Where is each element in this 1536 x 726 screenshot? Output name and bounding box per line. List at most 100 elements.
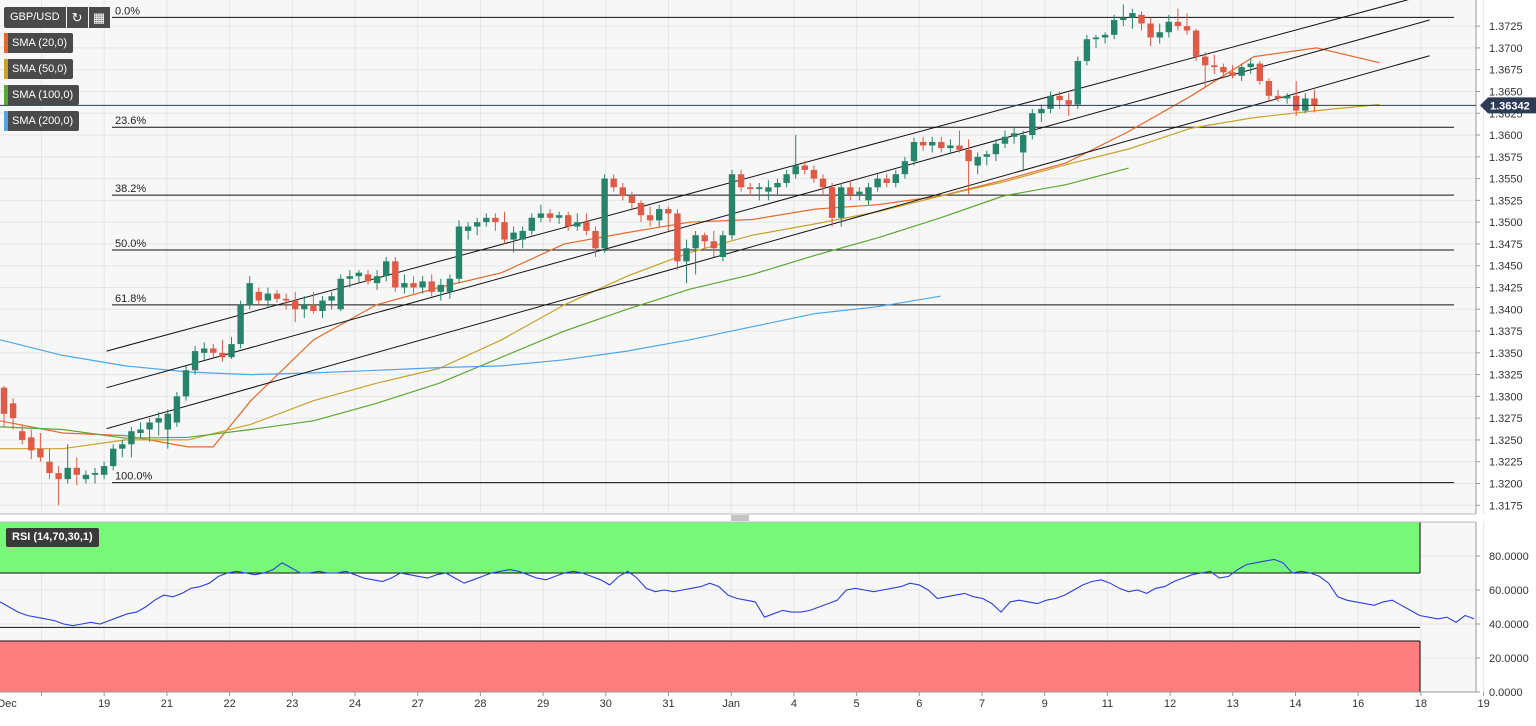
candle-bullish	[483, 217, 490, 223]
candle-bullish	[1083, 39, 1091, 61]
fib-label: 50.0%	[115, 238, 146, 250]
x-tick-label: 23	[286, 698, 298, 710]
rsi-tick-label: 80.0000	[1489, 551, 1529, 563]
candle-bearish	[1229, 72, 1236, 76]
y-tick-label: 1.3500	[1489, 217, 1523, 229]
candle-bearish	[492, 217, 499, 223]
indicator-sma-20[interactable]: SMA (20,0)	[4, 33, 74, 53]
x-tick-label: 29	[537, 698, 549, 710]
x-tick-label: 4	[791, 698, 797, 710]
candle-bullish	[464, 226, 472, 231]
candle-bullish	[792, 165, 799, 175]
candle-bullish	[173, 396, 181, 423]
candle-bullish	[1156, 32, 1163, 38]
candle-bearish	[273, 293, 281, 299]
refresh-icon[interactable]: ↻	[66, 7, 88, 28]
candle-bullish	[155, 418, 162, 423]
candle-bullish	[1074, 60, 1081, 105]
candle-bullish	[574, 222, 581, 227]
rsi-series-line	[0, 558, 1475, 627]
candle-bearish	[1211, 65, 1218, 68]
y-tick-label: 1.3725	[1489, 21, 1523, 33]
candle-bearish	[1065, 100, 1072, 105]
x-tick-label: 27	[412, 698, 424, 710]
channel-line	[106, 55, 1430, 430]
calendar-icon[interactable]: ▦	[88, 7, 110, 28]
candle-bullish	[992, 143, 1000, 155]
candle-bearish	[965, 149, 972, 162]
candle-bearish	[310, 304, 317, 312]
fib-label: 100.0%	[115, 471, 153, 483]
x-tick-label: 19	[98, 698, 110, 710]
x-tick-label: Dec	[0, 698, 17, 710]
y-tick-label: 1.3350	[1489, 348, 1523, 360]
candle-bearish	[1174, 21, 1182, 27]
indicator-sma-200[interactable]: SMA (200,0)	[4, 111, 80, 131]
indicator-sma-100[interactable]: SMA (100,0)	[4, 85, 80, 105]
x-tick-label: 19	[1477, 698, 1489, 710]
y-tick-label: 1.3425	[1489, 282, 1523, 294]
candle-bullish	[91, 473, 99, 475]
candle-bearish	[701, 235, 708, 242]
x-tick-label: 11	[1102, 698, 1113, 710]
rsi-tick-label: 0.0000	[1489, 687, 1523, 699]
sma-100-swatch	[4, 85, 8, 105]
channel-line	[106, 0, 1409, 352]
y-tick-label: 1.3650	[1489, 86, 1523, 98]
candle-bullish	[191, 351, 199, 371]
candle-bearish	[9, 403, 17, 419]
candle-bullish	[337, 278, 344, 310]
candle-bearish	[938, 142, 945, 149]
candle-bullish	[82, 474, 90, 480]
x-tick-label: 14	[1289, 698, 1301, 710]
candle-bearish	[737, 174, 745, 188]
y-tick-label: 1.3400	[1489, 304, 1523, 316]
rsi-tick-label: 60.0000	[1489, 585, 1529, 597]
candle-bullish	[537, 213, 545, 218]
x-tick-label: 7	[979, 698, 985, 710]
candle-bullish	[264, 293, 272, 301]
candle-bullish	[474, 222, 481, 227]
x-tick-label: 24	[349, 698, 361, 710]
candle-bullish	[1038, 108, 1045, 114]
last-price-tag: 1.36342	[0, 97, 1536, 114]
candle-bearish	[956, 145, 963, 150]
indicator-label: SMA (20,0)	[12, 37, 68, 49]
candle-bullish	[692, 235, 699, 249]
channel-line	[106, 19, 1430, 389]
rsi-overbought-zone	[0, 522, 1420, 573]
candle-bearish	[55, 473, 62, 480]
rsi-indicator-label[interactable]: RSI (14,70,30,1)	[6, 528, 99, 547]
candle-bearish	[292, 300, 299, 310]
sma-50-swatch	[4, 59, 8, 79]
candle-bearish	[501, 222, 508, 240]
pane-resize-handle[interactable]	[731, 515, 749, 521]
x-tick-label: 12	[1164, 698, 1176, 710]
candle-bullish	[1020, 135, 1027, 153]
candle-bullish	[519, 230, 526, 240]
candle-bearish	[210, 348, 217, 353]
candle-bearish	[628, 196, 636, 203]
candle-bearish	[710, 241, 717, 249]
candle-bullish	[601, 178, 608, 249]
symbol-label[interactable]: GBP/USD	[4, 7, 66, 28]
indicator-label: SMA (50,0)	[12, 63, 68, 75]
candle-bearish	[801, 165, 808, 170]
indicator-sma-50[interactable]: SMA (50,0)	[4, 59, 74, 79]
candle-bullish	[237, 304, 244, 345]
candle-bearish	[219, 352, 226, 358]
fib-label: 0.0%	[115, 5, 140, 17]
candle-bearish	[674, 213, 681, 262]
candle-bearish	[1147, 23, 1154, 38]
candle-bearish	[919, 142, 927, 146]
candle-bullish	[783, 174, 790, 183]
candle-bearish	[1056, 95, 1063, 101]
candle-bearish	[37, 448, 44, 458]
candle-bearish	[19, 431, 26, 440]
rsi-line	[0, 558, 1475, 627]
y-tick-label: 1.3675	[1489, 65, 1523, 77]
candle-bearish	[1265, 81, 1273, 96]
candle-bullish	[1165, 21, 1172, 33]
candle-bullish	[719, 235, 727, 257]
candle-bearish	[583, 222, 590, 231]
